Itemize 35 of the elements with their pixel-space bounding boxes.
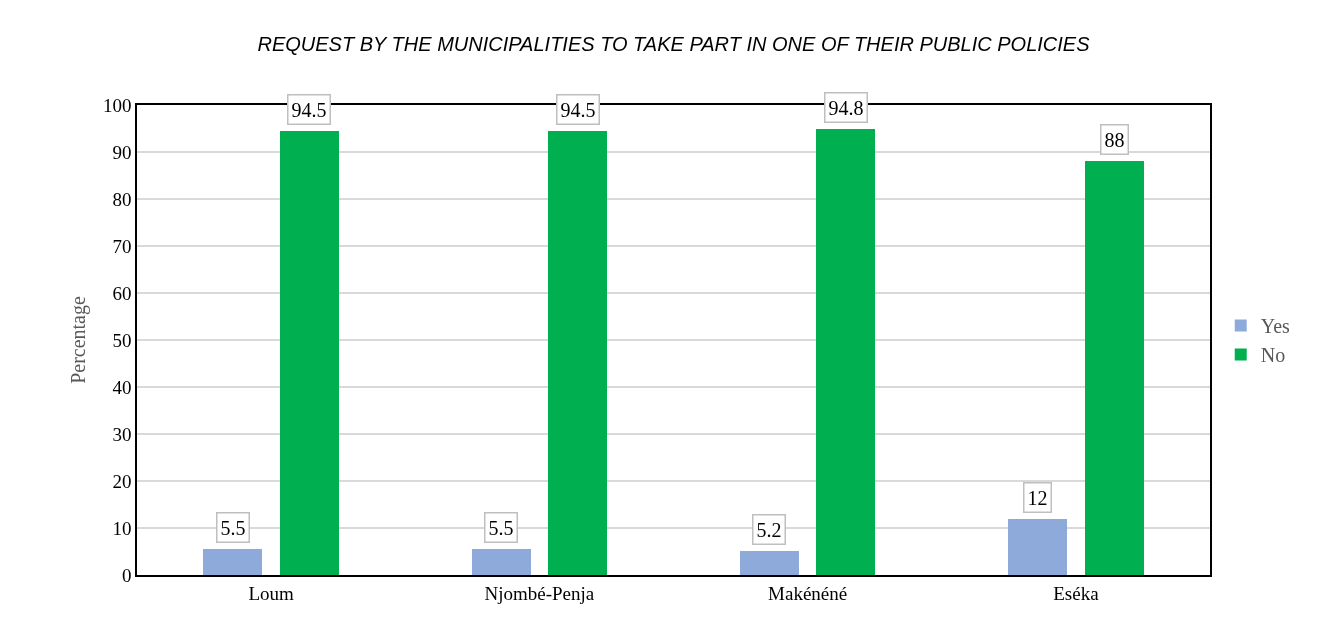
x-tick-label: Makénéné (768, 582, 848, 604)
data-label: 94.5 (560, 98, 596, 121)
x-tick-label: Eséka (1053, 582, 1100, 604)
data-label: 94.5 (291, 98, 327, 121)
bar (472, 549, 531, 575)
y-tick-label: 30 (112, 423, 132, 445)
data-label: 5.5 (220, 516, 246, 539)
y-tick-label: 100 (102, 94, 132, 116)
data-label: 88 (1104, 128, 1125, 151)
data-label: 12 (1027, 486, 1048, 509)
y-tick-label: 70 (112, 235, 132, 257)
legend-label: Yes (1260, 315, 1291, 338)
bar (548, 131, 607, 575)
y-tick-label: 60 (112, 282, 132, 304)
y-tick-label: 0 (121, 564, 132, 586)
bar (203, 549, 262, 575)
bar (280, 131, 339, 575)
bar (816, 129, 875, 575)
data-label: 5.2 (756, 518, 782, 541)
y-tick-label: 40 (112, 376, 132, 398)
x-tick-label: Njombé-Penja (484, 582, 595, 604)
y-tick-label: 10 (112, 517, 132, 539)
y-tick-label: 80 (112, 188, 132, 210)
y-tick-label: 90 (112, 141, 132, 163)
x-tick-label: Loum (248, 582, 295, 604)
bar (1085, 161, 1144, 575)
y-tick-label: 20 (112, 470, 132, 492)
chart-title: REQUEST BY THE MUNICIPALITIES TO TAKE PART IN ONE OF THEIR PUBLIC POLICIES (257, 32, 1091, 55)
y-axis-title: Percentage (66, 296, 90, 384)
data-label: 5.5 (488, 516, 514, 539)
bar (1008, 519, 1067, 575)
legend-label: No (1260, 344, 1286, 367)
y-tick-label: 50 (112, 329, 132, 351)
data-label: 94.8 (828, 96, 864, 119)
bar (740, 551, 799, 575)
